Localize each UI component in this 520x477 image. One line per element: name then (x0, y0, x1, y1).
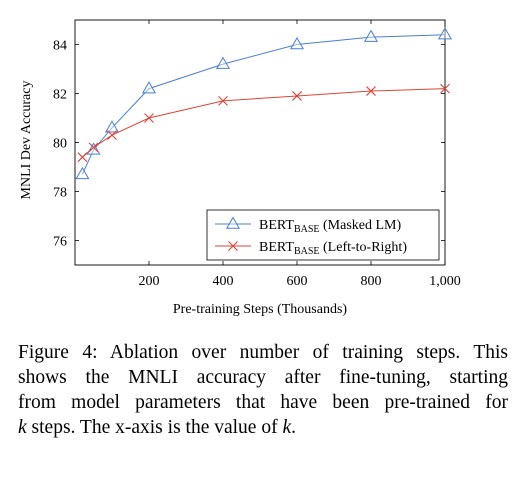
data-point-left-to-right (366, 86, 376, 96)
x-axis-label: Pre-training Steps (Thousands) (173, 302, 348, 317)
data-point-left-to-right (292, 91, 302, 101)
legend-box (206, 209, 440, 261)
x-tick-label: 800 (361, 274, 382, 289)
x-tick-label: 200 (139, 274, 160, 289)
caption-line-4: k steps. The x-axis is the value of k. (18, 415, 508, 440)
data-point-masked-lm (363, 29, 379, 42)
series-masked-lm-line (81, 34, 446, 175)
data-point-left-to-right (77, 152, 88, 163)
caption-line-3: from model parameters that have been pre… (18, 392, 508, 413)
caption-period: . (291, 417, 296, 438)
data-point-masked-lm (86, 142, 101, 155)
data-point-left-to-right (88, 142, 99, 153)
caption-k-var: k (18, 417, 27, 438)
caption-line-2: shows the MNLI accuracy after fine-tunin… (18, 367, 508, 388)
plot-area: 76 78 80 82 84 200 400 600 800 1,000 BERTBASE (Mas… (53, 19, 461, 289)
caption-line-4-text: steps. The x-axis is the value of (26, 417, 283, 438)
data-point-masked-lm (289, 36, 305, 50)
legend-marker-triangle (225, 216, 241, 229)
data-point-masked-lm (215, 56, 231, 69)
data-point-masked-lm (437, 27, 453, 40)
legend-label-masked-lm: BERTBASE (Masked LM) (259, 218, 402, 235)
legend-label-left-to-right: BERTBASE (Left-to-Right) (259, 240, 407, 257)
data-point-left-to-right (218, 95, 228, 106)
data-point-left-to-right (440, 83, 450, 94)
caption-line-1: Figure 4: Ablation over number of traini… (18, 342, 508, 363)
legend-marker-cross (228, 241, 238, 251)
data-point-masked-lm (104, 120, 120, 133)
data-point-masked-lm (141, 81, 157, 94)
y-tick-label: 80 (53, 137, 67, 152)
data-point-masked-lm (75, 166, 90, 180)
x-tick-label: 1,000 (429, 274, 461, 289)
x-tick-label: 600 (287, 274, 308, 289)
y-axis-label: MNLI Dev Accuracy (19, 81, 34, 200)
y-tick-label: 82 (53, 88, 67, 103)
y-tick-label: 78 (53, 186, 67, 201)
y-tick-label: 76 (53, 235, 67, 250)
data-point-left-to-right (144, 113, 154, 123)
caption-k-var-2: k (282, 417, 292, 438)
y-tick-label: 84 (53, 39, 67, 54)
data-point-left-to-right (107, 130, 117, 141)
line-chart: 76 78 80 82 84 200 400 600 800 1,000 BERTBASE (Mas… (19, 19, 461, 317)
series-left-to-right-line (82, 88, 446, 158)
figure-caption: Figure 4: Ablation over number of traini… (18, 340, 508, 440)
x-tick-label: 400 (213, 274, 234, 289)
